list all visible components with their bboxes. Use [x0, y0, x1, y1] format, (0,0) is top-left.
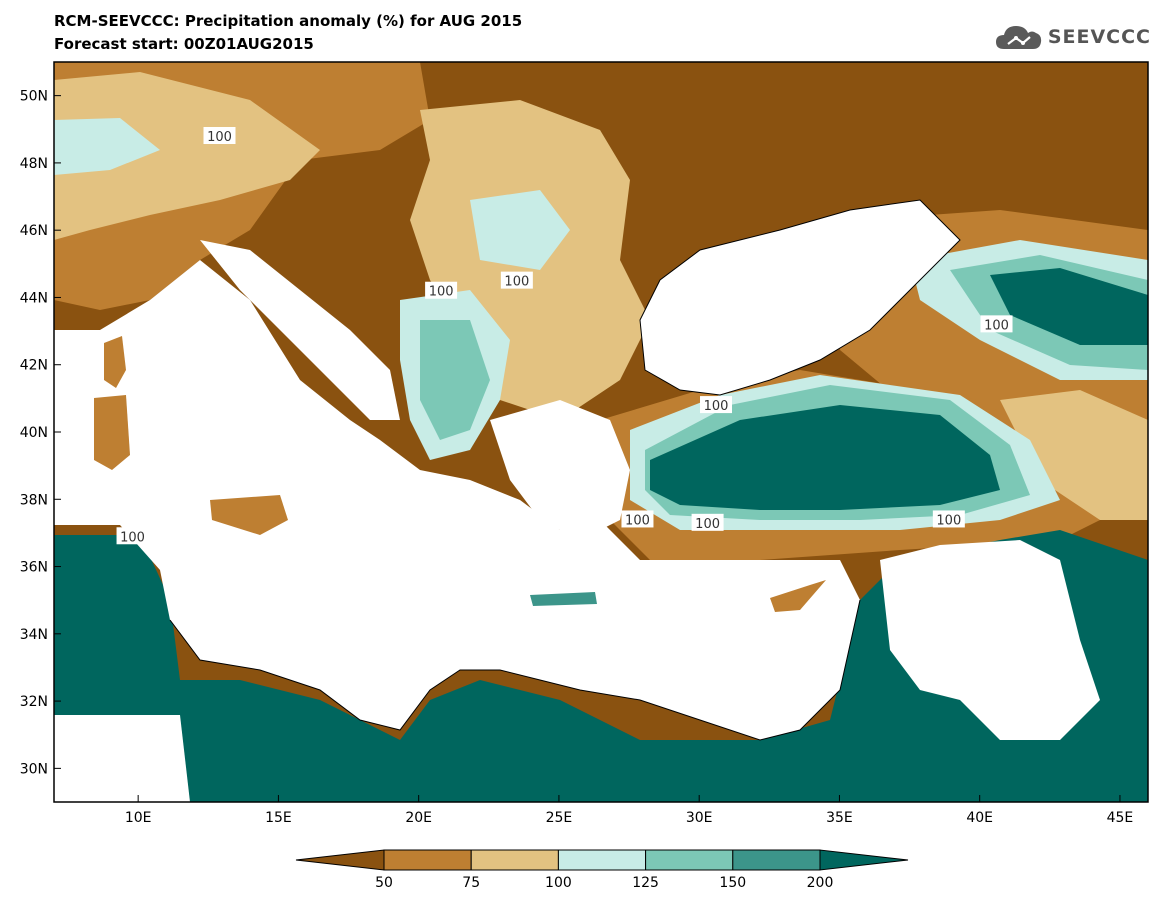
- field-zone-tan-east: [1000, 390, 1148, 520]
- contour-label-bg: [621, 510, 654, 528]
- colorbar-level-label: 50: [375, 875, 393, 891]
- contour-label-bg: [700, 396, 733, 414]
- contour-label-layer: 100 100 100 100 100 100 100 100 100: [116, 127, 1013, 545]
- seevccc-logo: SEEVCCC: [994, 21, 1151, 53]
- cloud-icon: [995, 26, 1041, 49]
- contour-label: 100: [984, 318, 1009, 333]
- y-tick-label: 44N: [20, 290, 48, 306]
- contour-label-bg: [500, 271, 533, 289]
- x-tick-label: 25E: [546, 810, 573, 826]
- colorbar-lower-extend: [295, 849, 385, 871]
- colorbar-level-label: 100: [545, 875, 572, 891]
- sea-mediterranean: [54, 260, 860, 740]
- x-tick-label: 40E: [966, 810, 993, 826]
- y-axis: 30N 32N 34N 36N 38N 40N 42N 44N 46N 48N 50N: [20, 89, 61, 777]
- contour-label-bg: [932, 510, 965, 528]
- colorbar-swatch: [645, 849, 734, 871]
- field-zone-lightteal-alps: [54, 118, 160, 175]
- y-tick-label: 48N: [20, 156, 48, 172]
- contour-label: 100: [704, 399, 729, 414]
- anomaly-field: [54, 62, 1148, 802]
- y-tick-label: 50N: [20, 89, 48, 105]
- x-axis: 10E 15E 20E 25E 30E 35E 40E 45E: [125, 795, 1133, 826]
- no-data-patch-libya: [54, 715, 190, 802]
- y-tick-label: 46N: [20, 223, 48, 239]
- field-zone-darkteal-anatolia: [650, 405, 1000, 510]
- contour-label: 100: [936, 513, 961, 528]
- colorbar-swatch: [732, 849, 821, 871]
- colorbar-upper-extend: [819, 849, 909, 871]
- chart-title: RCM-SEEVCCC: Precipitation anomaly (%) f…: [54, 12, 523, 30]
- island-cyprus: [770, 580, 826, 612]
- contour-label: 100: [504, 275, 529, 290]
- x-tick-label: 45E: [1107, 810, 1134, 826]
- x-tick-label: 30E: [686, 810, 713, 826]
- forecast-start-subtitle: Forecast start: 00Z01AUG2015: [54, 35, 314, 53]
- colorbar-level-label: 125: [632, 875, 659, 891]
- colorbar-level-label: 150: [719, 875, 746, 891]
- contour-label-bg: [116, 527, 149, 545]
- y-tick-label: 38N: [20, 492, 48, 508]
- y-tick-label: 42N: [20, 358, 48, 374]
- x-tick-label: 10E: [125, 810, 152, 826]
- x-tick-label: 20E: [405, 810, 432, 826]
- contour-label-bg: [203, 127, 236, 144]
- y-tick-label: 36N: [20, 560, 48, 576]
- contour-label: 100: [625, 513, 650, 528]
- sea-black: [640, 200, 960, 395]
- island-crete: [530, 592, 597, 606]
- logo-text: SEEVCCC: [1047, 26, 1151, 48]
- contour-label: 100: [695, 517, 720, 532]
- sea-adriatic: [200, 240, 400, 420]
- contour-label-bg: [425, 281, 458, 299]
- colorbar-level-label: 200: [807, 875, 834, 891]
- y-tick-label: 40N: [20, 425, 48, 441]
- island-corsica: [104, 336, 126, 388]
- contour-label: 100: [120, 530, 145, 545]
- x-tick-label: 35E: [826, 810, 853, 826]
- field-zone-darkteal-caucasus: [990, 268, 1148, 345]
- colorbar-swatch: [383, 849, 472, 871]
- coastline-mediterranean: [169, 599, 861, 741]
- colorbar: 50 75 100 125 150 200: [295, 849, 909, 891]
- coastline-black-sea: [639, 199, 961, 396]
- contour-label-bg: [691, 513, 724, 531]
- colorbar-level-label: 75: [462, 875, 480, 891]
- field-zone-tan-alps: [54, 72, 320, 240]
- y-tick-label: 34N: [20, 627, 48, 643]
- colorbar-swatch: [470, 849, 559, 871]
- colorbar-swatch: [557, 849, 647, 871]
- field-zone-darkteal-northafrica: [54, 530, 1148, 802]
- contour-label: 100: [207, 130, 232, 145]
- y-tick-label: 32N: [20, 694, 48, 710]
- y-tick-label: 30N: [20, 761, 48, 777]
- contour-label-bg: [980, 315, 1013, 333]
- sea-aegean: [490, 400, 630, 540]
- field-zone-lightteal-pannonia: [470, 190, 570, 270]
- island-sardinia: [94, 395, 130, 470]
- island-sicily: [210, 495, 288, 535]
- field-zone-teal-balkans: [420, 320, 490, 440]
- no-data-patch-syria: [880, 540, 1100, 740]
- x-tick-label: 15E: [265, 810, 292, 826]
- coastlines: [169, 199, 961, 741]
- contour-label: 100: [429, 285, 454, 300]
